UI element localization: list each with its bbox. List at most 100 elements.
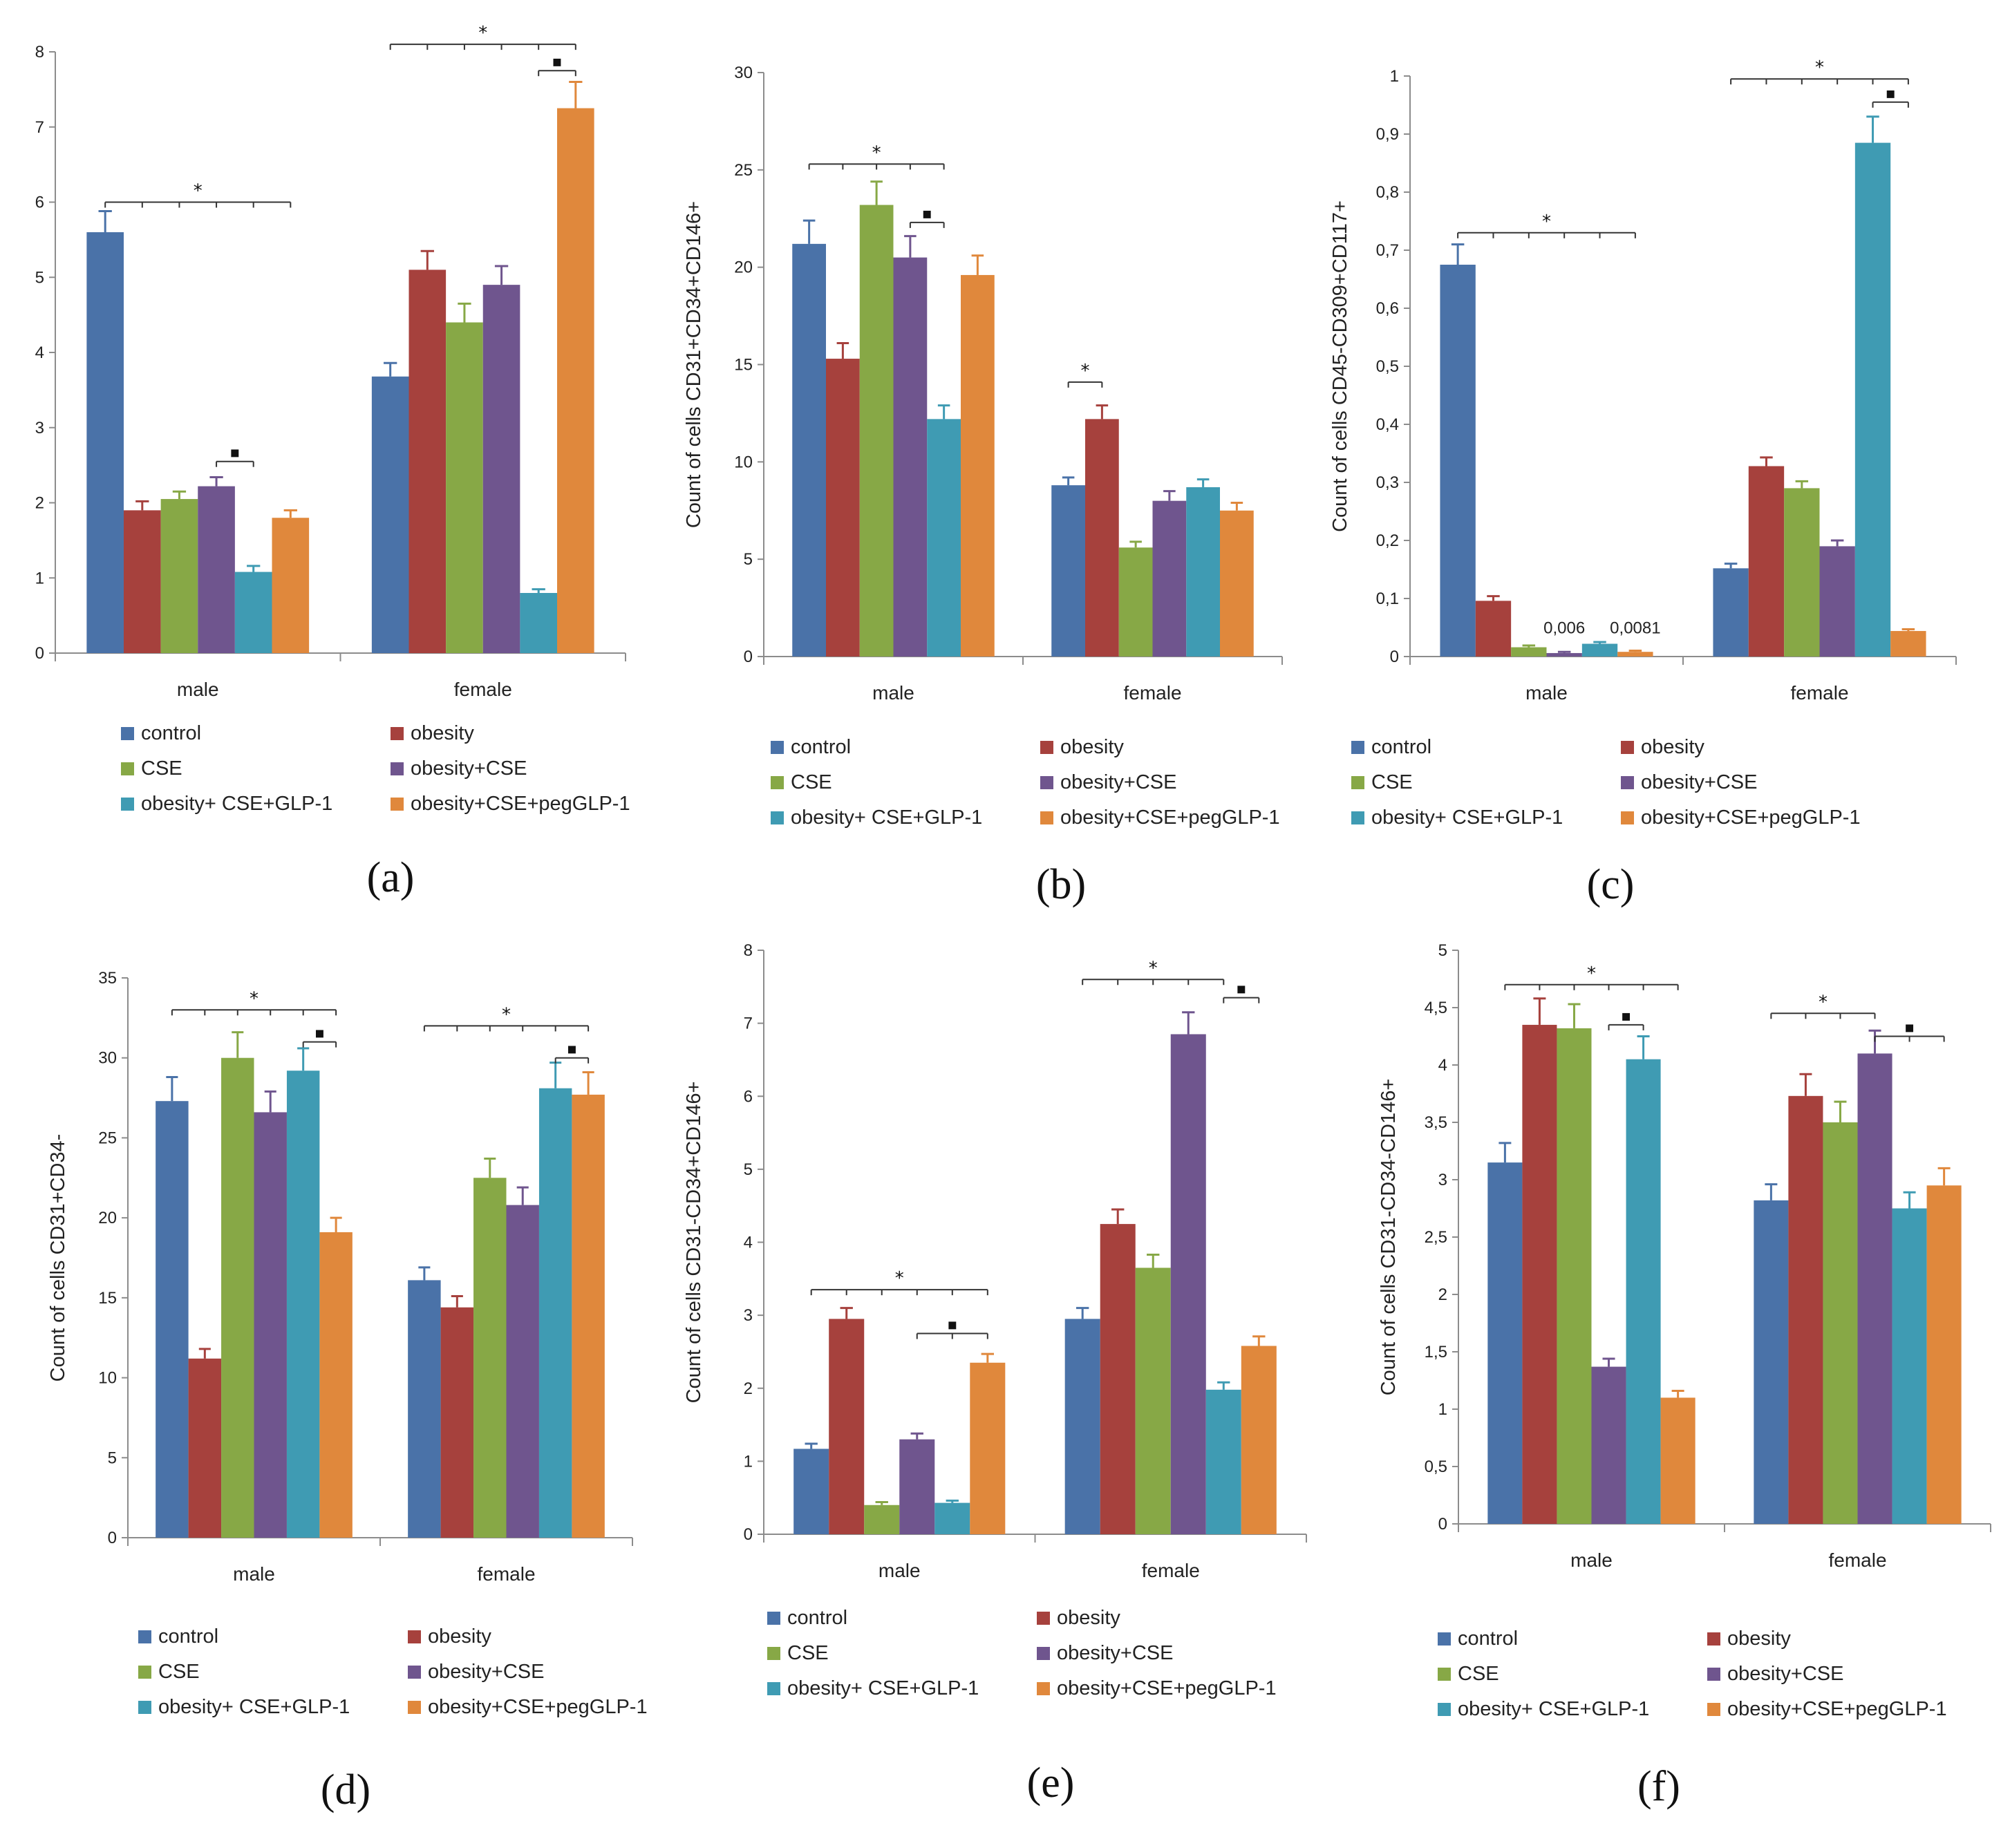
y-tick-label: 0: [1390, 648, 1399, 666]
significance-star: *: [872, 142, 881, 163]
legend-label: obesity+CSE+pegGLP-1: [428, 1696, 648, 1718]
legend-swatch: [1040, 741, 1053, 754]
y-tick-label: 0,9: [1376, 125, 1399, 144]
legend-item: control: [771, 736, 1026, 759]
bar: [1748, 466, 1785, 657]
legend-item: CSE: [1438, 1663, 1693, 1686]
legend-label: CSE: [787, 1642, 829, 1664]
significance-square: ▪: [552, 53, 563, 70]
legend-e: control obesity CSE obesity+CSE obesity+ CSE…: [767, 1607, 1293, 1700]
legend-item: obesity+ CSE+GLP-1: [767, 1677, 1023, 1700]
y-tick-label: 8: [744, 941, 753, 960]
bar: [1926, 1185, 1962, 1524]
legend-item: control: [1351, 736, 1607, 759]
x-category-label: female: [477, 1563, 535, 1585]
bar: [1487, 1162, 1523, 1524]
y-tick-label: 0,7: [1376, 241, 1399, 260]
legend-label: control: [787, 1607, 848, 1629]
legend-swatch: [767, 1682, 780, 1695]
bar: [1522, 1024, 1557, 1524]
legend-label: obesity+CSE: [1727, 1663, 1844, 1685]
bar: [1051, 485, 1085, 657]
legend-item: CSE: [121, 757, 377, 780]
bar: [1557, 1028, 1592, 1524]
legend-d: control obesity CSE obesity+CSE obesity+ CSE…: [138, 1625, 664, 1719]
significance-square: ▪: [314, 1025, 325, 1042]
bar: [864, 1505, 900, 1534]
legend-label: CSE: [158, 1661, 200, 1683]
y-tick-label: 0,8: [1376, 183, 1399, 202]
legend-label: obesity+CSE: [428, 1661, 545, 1683]
panel-label-d: (d): [320, 1766, 371, 1813]
legend-item: obesity: [408, 1625, 664, 1648]
x-category-label: female: [1790, 682, 1848, 704]
legend-item: control: [121, 722, 377, 745]
significance-star: *: [250, 988, 259, 1009]
legend-item: obesity+CSE+pegGLP-1: [391, 793, 646, 815]
bar: [160, 499, 198, 653]
bar: [927, 419, 961, 657]
bar: [198, 486, 235, 653]
legend-label: obesity+CSE: [1060, 771, 1177, 793]
y-tick-label: 1,5: [1425, 1343, 1447, 1361]
y-tick-label: 5: [744, 1160, 753, 1179]
legend-label: obesity+ CSE+GLP-1: [791, 807, 983, 829]
data-label: 0,0081: [1610, 619, 1660, 637]
bar: [482, 285, 520, 653]
y-axis-label: Count of cells CD31-CD34-CD146+: [1378, 1079, 1400, 1396]
chart-panel-c: 0 0,1 0,2 0,3 0,4 0,5 0,6 0,7 0,8 0,9 1 male female C…: [1329, 0, 2001, 923]
significance-square: ▪: [1886, 85, 1896, 102]
legend-item: control: [138, 1625, 394, 1648]
legend-label: obesity+CSE: [1641, 771, 1758, 793]
legend-swatch: [121, 798, 134, 811]
bar: [1170, 1034, 1206, 1534]
bar: [272, 518, 310, 653]
bar: [899, 1439, 935, 1534]
bar: [557, 108, 594, 653]
significance-square: ▪: [229, 444, 240, 462]
y-tick-label: 4: [35, 343, 44, 362]
legend-swatch: [1707, 1668, 1720, 1681]
legend-label: control: [1458, 1628, 1519, 1650]
legend-label: control: [791, 736, 852, 758]
bar: [538, 1088, 572, 1538]
bar: [1118, 547, 1153, 657]
y-tick-label: 30: [734, 64, 753, 82]
bar: [408, 270, 447, 653]
legend-swatch: [1351, 811, 1364, 824]
legend-swatch: [138, 1630, 151, 1643]
bar: [371, 376, 409, 653]
bar: [1713, 568, 1749, 657]
legend-item: obesity+CSE+pegGLP-1: [1040, 807, 1296, 829]
y-tick-label: 0,3: [1376, 473, 1399, 492]
significance-square: ▪: [1236, 981, 1246, 998]
significance-square: ▪: [1904, 1019, 1915, 1037]
x-category-label: male: [1525, 682, 1568, 704]
y-tick-label: 0: [108, 1529, 117, 1547]
y-tick-label: 0,5: [1425, 1458, 1447, 1476]
legend-item: obesity+CSE: [1037, 1642, 1293, 1665]
legend-b: control obesity CSE obesity+CSE obesity+ CSE…: [771, 736, 1296, 829]
legend-swatch: [1438, 1632, 1451, 1646]
legend-item: obesity: [1707, 1628, 1963, 1650]
bar: [254, 1112, 287, 1538]
legend-label: control: [141, 722, 202, 744]
legend-swatch: [138, 1701, 151, 1714]
significance-star: *: [895, 1268, 904, 1289]
legend-item: obesity: [1037, 1607, 1293, 1630]
legend-label: obesity+CSE+pegGLP-1: [1057, 1677, 1277, 1699]
x-category-label: female: [454, 679, 512, 700]
bar: [970, 1362, 1006, 1534]
bar: [1617, 652, 1653, 657]
y-tick-label: 15: [98, 1289, 117, 1308]
legend-swatch: [391, 798, 404, 811]
y-tick-label: 1: [744, 1452, 753, 1471]
y-tick-label: 2,5: [1425, 1228, 1447, 1247]
bar: [1475, 601, 1512, 657]
significance-square: ▪: [1621, 1008, 1631, 1025]
data-label: 0,006: [1543, 619, 1585, 637]
significance-star: *: [1587, 963, 1596, 984]
bar: [473, 1178, 507, 1538]
legend-swatch: [1037, 1612, 1050, 1625]
y-tick-label: 4: [1438, 1056, 1447, 1075]
